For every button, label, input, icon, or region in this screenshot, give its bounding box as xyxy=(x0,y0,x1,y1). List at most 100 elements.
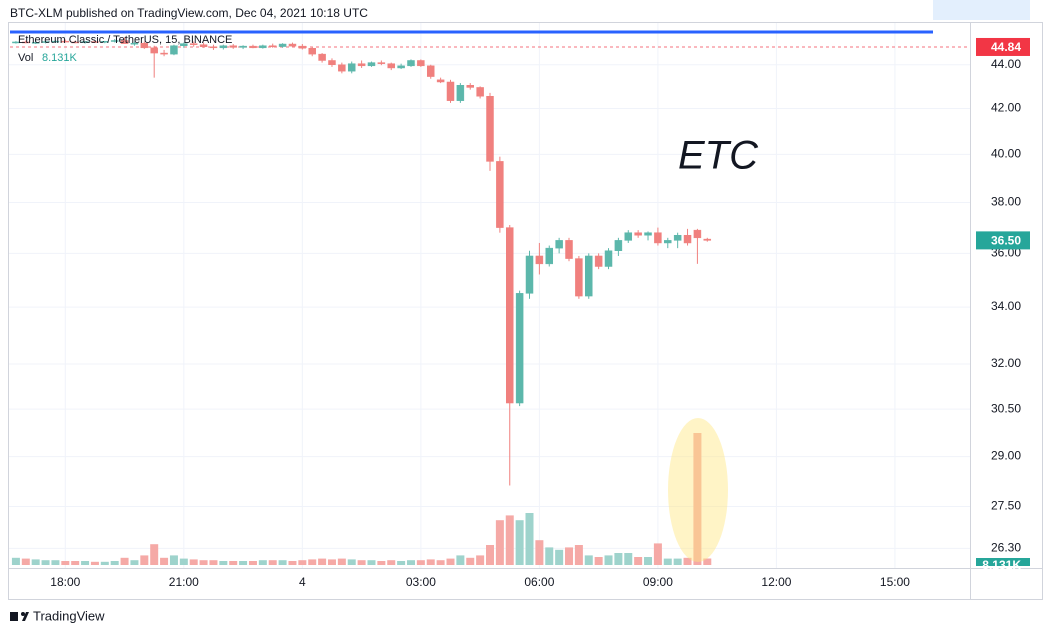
candle-body xyxy=(229,45,237,48)
candle-body xyxy=(51,40,60,43)
candle-body xyxy=(693,229,702,239)
volume-bar xyxy=(624,553,633,565)
plot-area xyxy=(9,23,970,568)
candle-body xyxy=(664,240,672,244)
volume-bar xyxy=(318,558,327,565)
volume-bar xyxy=(476,555,485,565)
candle-body xyxy=(130,42,139,45)
candle-body xyxy=(654,232,662,244)
footer: TradingView xyxy=(33,608,105,623)
y-tick-label: 29.00 xyxy=(991,449,1021,463)
candle-body xyxy=(683,234,692,244)
volume-bar xyxy=(278,560,287,565)
y-tick-label: 40.00 xyxy=(991,146,1021,160)
candle-body xyxy=(644,232,652,236)
volume-bar xyxy=(663,558,672,565)
x-tick-label: 06:00 xyxy=(524,575,554,589)
volume-bar xyxy=(41,560,50,565)
last-price-label: 36.50 xyxy=(991,234,1021,248)
volume-bar xyxy=(169,555,178,565)
volume-bar xyxy=(486,545,494,565)
volume-bar xyxy=(327,559,336,565)
candle-body xyxy=(575,258,583,297)
candle-body xyxy=(456,85,465,101)
volume-bar xyxy=(456,555,465,565)
x-tick-label: 21:00 xyxy=(169,575,199,589)
prev-price-label: 44.84 xyxy=(991,40,1021,54)
volume-bar xyxy=(140,555,149,565)
volume-bar xyxy=(308,559,317,565)
candle-body xyxy=(12,41,20,44)
candle-body xyxy=(357,63,366,67)
x-tick-label: 09:00 xyxy=(643,575,673,589)
volume-bar xyxy=(179,558,188,565)
volume-bar xyxy=(515,520,524,565)
candle-body xyxy=(22,41,30,44)
volume-bar xyxy=(71,561,80,565)
candle-body xyxy=(604,250,613,267)
candle-body xyxy=(120,40,129,44)
volume-bar xyxy=(703,558,712,565)
candle-body xyxy=(209,46,218,49)
volume-bar xyxy=(357,560,366,565)
candle-body xyxy=(160,52,168,55)
volume-bar xyxy=(565,547,574,565)
footer-logo xyxy=(10,612,29,621)
volume-bar xyxy=(248,561,257,565)
candle-body xyxy=(515,293,524,404)
candle-body xyxy=(525,255,534,294)
volume-bar xyxy=(436,560,445,565)
candle-body xyxy=(61,40,70,43)
volume-bar xyxy=(347,559,356,565)
volume-bar xyxy=(594,557,603,565)
volume-bar xyxy=(81,561,90,565)
candle-body xyxy=(624,232,633,241)
volume-bar xyxy=(584,555,593,565)
volume-bar xyxy=(495,520,504,565)
low-box xyxy=(933,0,1030,20)
volume-bar xyxy=(110,561,119,565)
header: BTC-XLM published on TradingView.com, De… xyxy=(10,6,368,20)
volume-bar xyxy=(604,555,613,565)
candle-body xyxy=(328,60,336,65)
candle-body xyxy=(150,47,158,54)
candle-body xyxy=(338,64,346,72)
volume-bar xyxy=(426,559,435,565)
candle-body xyxy=(436,79,445,83)
volume-bar xyxy=(397,561,406,565)
volume-bar xyxy=(61,561,70,565)
volume-last-label: 8.131K xyxy=(982,558,1021,572)
volume-bar xyxy=(288,561,297,565)
x-tick-label: 4 xyxy=(299,575,306,589)
candle-body xyxy=(496,161,504,228)
candle-body xyxy=(585,255,593,297)
volume-bar xyxy=(545,547,554,565)
candle-body xyxy=(555,240,563,249)
volume-bar xyxy=(268,560,277,565)
volume-bar xyxy=(31,559,40,565)
volume-bar xyxy=(535,540,544,565)
candle-body xyxy=(71,41,79,44)
candle-body xyxy=(347,63,356,72)
legend-title: Ethereum Classic / TetherUS, 15, BINANCE xyxy=(18,34,232,46)
volume-bar xyxy=(258,560,267,565)
x-tick-label: 18:00 xyxy=(50,575,80,589)
volume-bar xyxy=(239,561,248,565)
volume-last-box xyxy=(976,558,1030,566)
volume-bar xyxy=(189,559,198,565)
candle-body xyxy=(387,63,395,69)
candle-body xyxy=(268,45,277,47)
volume-bar xyxy=(525,513,534,565)
volume-bar xyxy=(21,558,30,565)
volume-bar xyxy=(377,561,386,565)
volume-bar xyxy=(229,561,238,565)
x-tick-label: 03:00 xyxy=(406,575,436,589)
volume-bar xyxy=(160,557,169,565)
candle-body xyxy=(199,44,208,48)
candle-body xyxy=(110,40,119,42)
volume-legend: Vol xyxy=(18,52,33,64)
candle-body xyxy=(446,81,455,101)
y-tick-label: 34.00 xyxy=(991,299,1021,313)
volume-bar xyxy=(51,560,60,565)
candle-body xyxy=(249,45,257,49)
